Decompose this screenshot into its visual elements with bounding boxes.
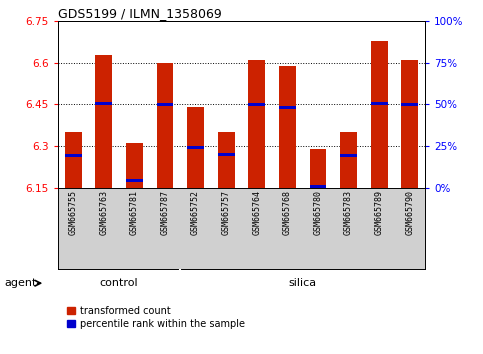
Text: GSM665781: GSM665781	[130, 190, 139, 235]
Text: GSM665757: GSM665757	[222, 190, 231, 235]
Bar	[401, 60, 418, 188]
Text: control: control	[100, 278, 139, 288]
Bar	[371, 41, 387, 188]
Bar	[340, 132, 357, 188]
Bar	[310, 185, 327, 188]
Bar	[248, 60, 265, 188]
Text: GSM665789: GSM665789	[375, 190, 384, 235]
Bar	[310, 149, 327, 188]
Bar	[401, 103, 418, 106]
Bar	[279, 106, 296, 109]
Bar	[65, 154, 82, 157]
Text: silica: silica	[289, 278, 317, 288]
Bar	[126, 143, 143, 188]
Text: GSM665790: GSM665790	[405, 190, 414, 235]
Bar	[218, 153, 235, 156]
Text: agent: agent	[4, 278, 37, 288]
Bar	[156, 63, 173, 188]
Bar	[218, 132, 235, 188]
Bar	[279, 65, 296, 188]
Text: GSM665783: GSM665783	[344, 190, 353, 235]
Bar	[371, 102, 387, 104]
Legend: transformed count, percentile rank within the sample: transformed count, percentile rank withi…	[63, 302, 249, 333]
Text: GSM665787: GSM665787	[160, 190, 170, 235]
Text: GSM665752: GSM665752	[191, 190, 200, 235]
Bar	[96, 102, 112, 104]
Bar	[340, 154, 357, 157]
Bar	[96, 55, 112, 188]
Bar	[248, 103, 265, 106]
Text: GSM665764: GSM665764	[252, 190, 261, 235]
Bar	[187, 107, 204, 188]
Bar	[65, 132, 82, 188]
Text: GSM665763: GSM665763	[99, 190, 108, 235]
Text: GSM665768: GSM665768	[283, 190, 292, 235]
Bar	[126, 179, 143, 182]
Text: GSM665780: GSM665780	[313, 190, 323, 235]
Bar	[156, 103, 173, 106]
Bar	[187, 147, 204, 149]
Text: GSM665755: GSM665755	[69, 190, 78, 235]
Text: GDS5199 / ILMN_1358069: GDS5199 / ILMN_1358069	[58, 7, 222, 20]
